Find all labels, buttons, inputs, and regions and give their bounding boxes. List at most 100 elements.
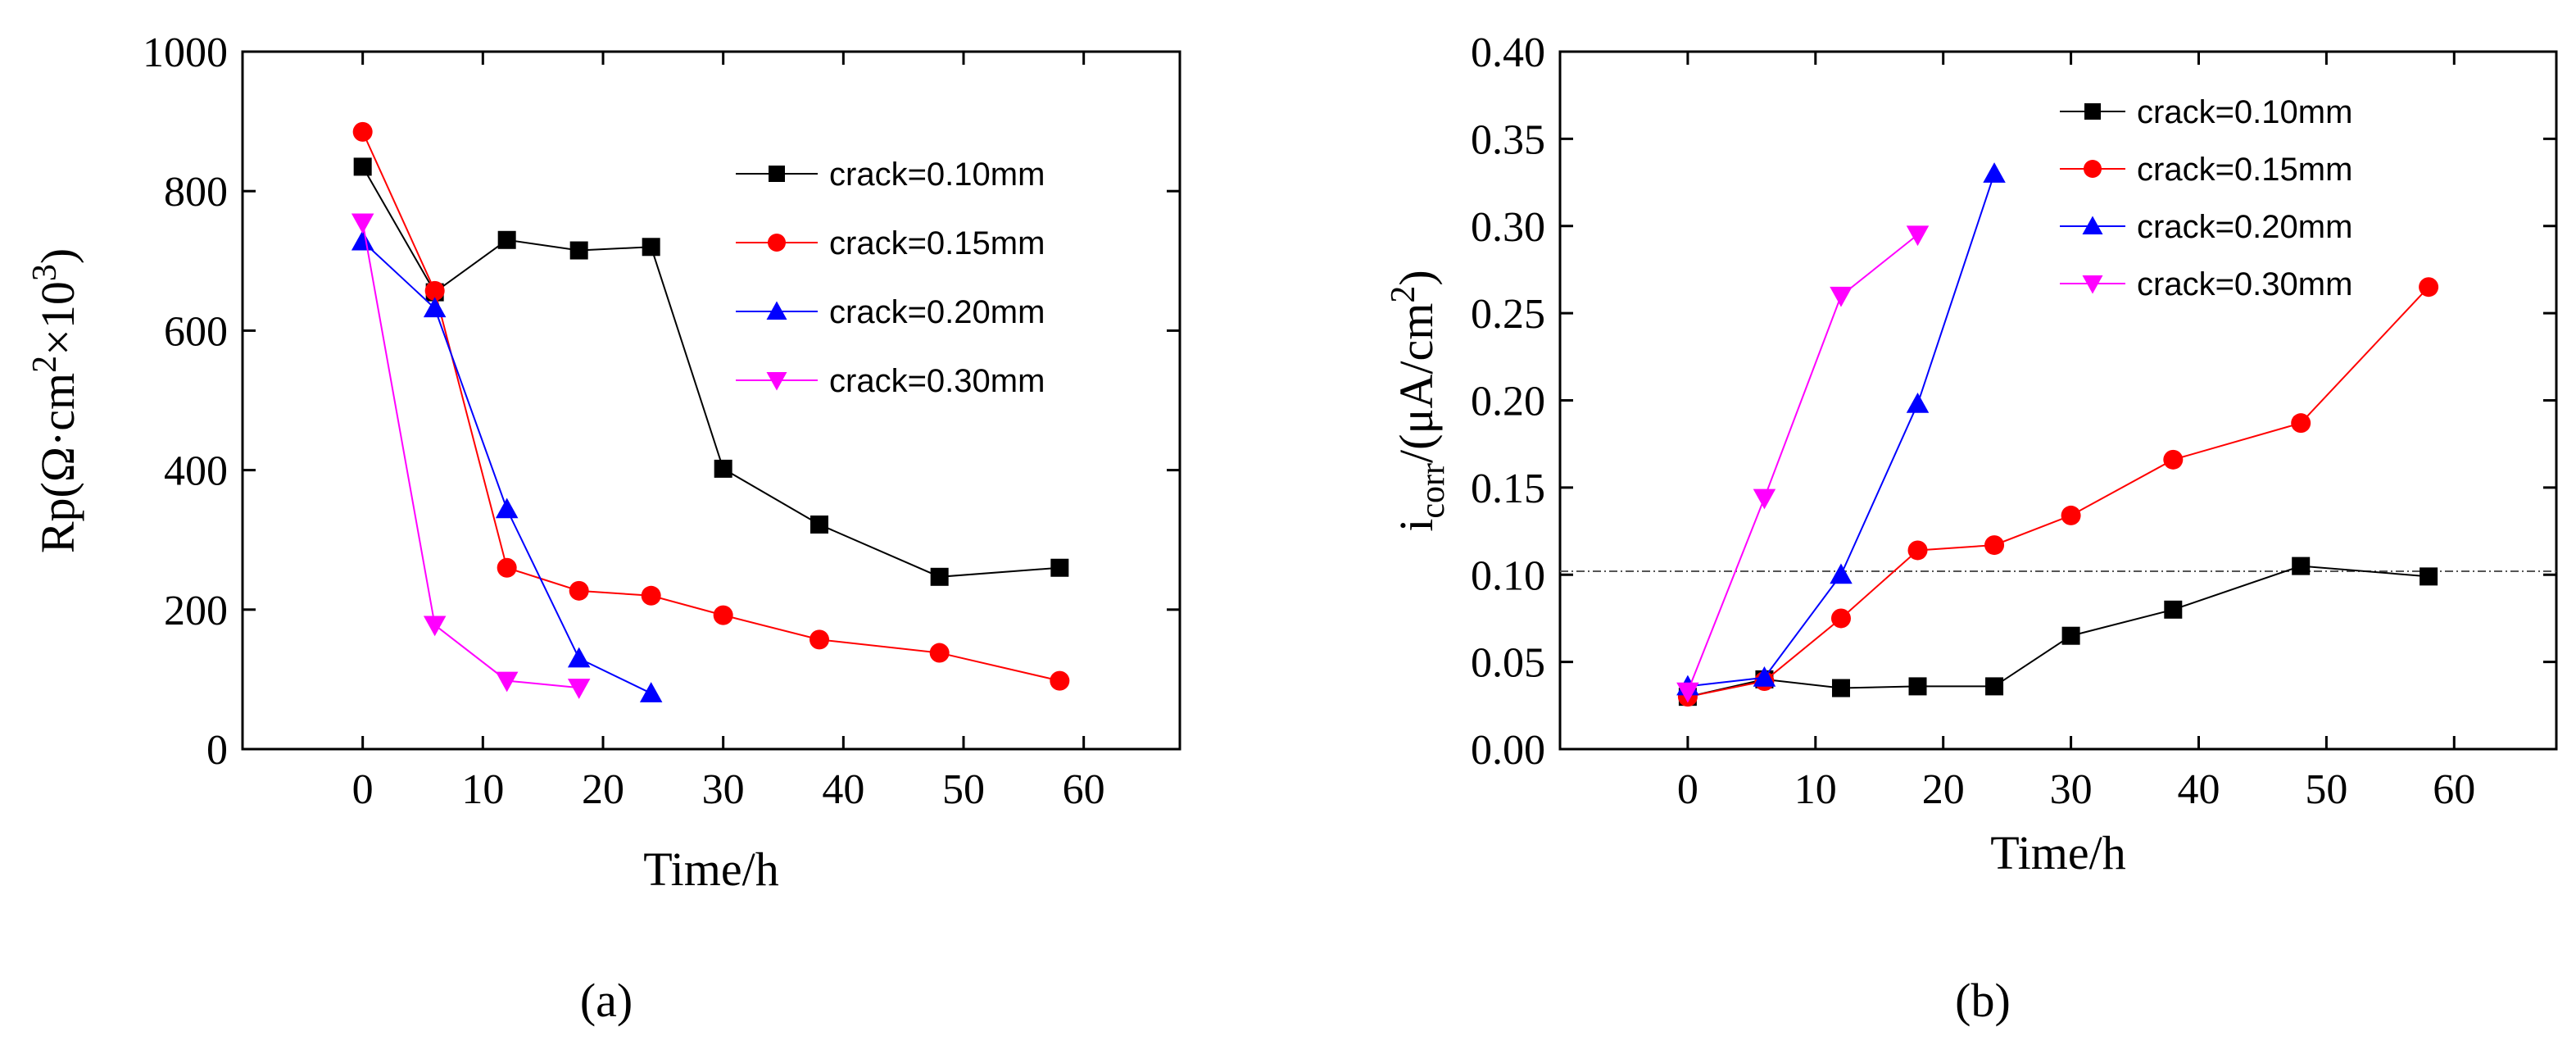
chart-a-legend-label: crack=0.30mm (829, 363, 1045, 399)
chart-a-x-tick-label: 10 (461, 766, 504, 813)
chart-a: 0 10 20 30 40 50 6002004006008001000crack=0.10… (26, 30, 1181, 1027)
chart-a-series-3-point (423, 616, 447, 637)
chart-b-series-1-point (2163, 449, 2184, 470)
chart-b-series-3-point (1753, 488, 1776, 510)
chart-b-series-3-point (1676, 682, 1699, 703)
chart-b-series-2-point (1906, 393, 1930, 413)
chart-a-y-tick-label: 400 (164, 448, 228, 495)
chart-b-series-3-line (1686, 234, 1919, 693)
chart-b-x-tick-label: 60 (2433, 766, 2475, 813)
chart-b-y-tick-label: 0.15 (1471, 466, 1545, 512)
chart-b-legend-item-2: crack=0.20mm (2060, 209, 2352, 245)
chart-a-legend-item-0: crack=0.10mm (736, 157, 1045, 193)
chart-a-series-2-point (351, 229, 374, 251)
chart-a-series-1-point (810, 629, 829, 650)
chart-b-series-1 (1677, 277, 2439, 707)
chart-b-legend-marker (2084, 103, 2101, 120)
chart-b-series-1-line (1687, 286, 2429, 698)
chart-a-y-axis-title: Rp(Ω·cm2×103) (26, 248, 84, 553)
chart-b-legend-item-3: crack=0.30mm (2060, 266, 2352, 302)
chart-a-x-tick-label: 60 (1063, 766, 1105, 813)
chart-a-x-tick-label: 0 (352, 766, 374, 813)
chart-a-series-0-point (930, 567, 949, 586)
chart-b-y-tick-label: 0.35 (1471, 116, 1545, 163)
chart-a-plot-frame (241, 50, 1181, 751)
chart-a-y-tick-label: 0 (206, 727, 228, 774)
chart-a-legend-marker (769, 166, 785, 182)
chart-a-x-axis-title: Time/h (643, 843, 778, 896)
chart-a-series-1-point (497, 557, 517, 578)
chart-a-series-2-point (567, 647, 591, 668)
chart-b-series-1-point (1907, 540, 1928, 561)
chart-b-series-0-point (1985, 677, 2004, 696)
chart-b-caption: (b) (1955, 974, 2011, 1027)
chart-b-y-axis-title: icorr/(μA/cm2) (1385, 270, 1452, 531)
chart-a-series-2-point (639, 682, 663, 702)
chart-a-caption: (a) (580, 974, 633, 1027)
chart-b-series-2-point (1983, 162, 2006, 183)
chart-a-series-3-point (567, 679, 591, 699)
chart-a-series-0-point (497, 230, 516, 249)
chart-b-series-3-point (1830, 286, 1853, 307)
chart-a-series-3 (351, 213, 591, 699)
chart-a-y-tick-label: 600 (164, 308, 228, 355)
chart-b-legend-marker (2082, 216, 2103, 234)
chart-a-series-2-point (423, 297, 447, 318)
chart-a-series-3-line (361, 222, 579, 689)
chart-b-x-tick-label: 30 (2050, 766, 2093, 813)
chart-b-y-tick-label: 0.25 (1471, 291, 1545, 338)
chart-b-x-tick-label: 10 (1794, 766, 1837, 813)
chart-a-series-3-point (495, 671, 519, 693)
chart-a-series-2 (351, 229, 663, 702)
chart-b-legend-label: crack=0.30mm (2137, 266, 2352, 302)
chart-b-x-tick-label: 40 (2177, 766, 2220, 813)
chart-b-x-tick-label: 50 (2305, 766, 2347, 813)
chart-a-x-tick-label: 20 (582, 766, 624, 813)
chart-a-y-tick-label: 200 (164, 588, 228, 634)
chart-a-series-0-point (642, 238, 660, 257)
chart-a-series-0-point (714, 459, 732, 478)
chart-b-series-1-point (1830, 608, 1851, 629)
chart-a-series-0-point (810, 515, 828, 534)
chart-b-x-tick-label: 20 (1922, 766, 1965, 813)
chart-b-series-0-point (1831, 679, 1850, 697)
chart-a-legend-item-2: crack=0.20mm (736, 294, 1045, 330)
chart-a-series-1-point (641, 585, 661, 606)
chart-a-series-1-point (352, 121, 373, 142)
chart-b-series-2-point (1753, 666, 1776, 687)
chart-a-legend-marker (768, 234, 786, 252)
chart-a-x-tick-label: 50 (942, 766, 985, 813)
chart-b-series-3-point (1906, 225, 1930, 247)
chart-b-series-1-point (2419, 277, 2439, 298)
chart-b-y-tick-label: 0.05 (1471, 640, 1545, 687)
chart-b-y-tick-label: 0.40 (1471, 30, 1545, 76)
chart-b-series-0-point (2164, 600, 2183, 619)
chart-b-legend-marker (2084, 160, 2102, 178)
chart-a-series-1-point (929, 643, 950, 663)
chart-a-x-tick-label: 40 (822, 766, 864, 813)
chart-b-legend-item-1: crack=0.15mm (2060, 152, 2352, 188)
chart-b-x-axis-title: Time/h (1990, 826, 2125, 879)
chart-b-y-tick-label: 0.10 (1471, 552, 1545, 599)
chart-b-series-1-point (2291, 413, 2311, 434)
chart-a-series-1-point (1050, 670, 1070, 691)
chart-a-legend-marker (766, 301, 787, 320)
chart-b-legend-label: crack=0.15mm (2137, 152, 2352, 188)
chart-a-y-tick-label: 1000 (143, 30, 228, 76)
chart-b-x-tick-label: 0 (1677, 766, 1698, 813)
chart-a-series-0-point (1050, 558, 1069, 577)
chart-a-series-1-line (361, 131, 1060, 682)
chart-b-series-1-point (2061, 505, 2081, 525)
chart-a-series-1 (352, 121, 1070, 691)
chart-b-series-0-point (2061, 626, 2080, 645)
chart-a-series-2-point (495, 497, 519, 519)
chart-a-series-0-point (569, 241, 588, 260)
chart-b-series-0 (1678, 557, 2438, 706)
chart-a-legend-item-3: crack=0.30mm (736, 363, 1045, 399)
chart-b-series-0-point (1908, 677, 1927, 696)
chart-b-y-tick-label: 0.20 (1471, 379, 1545, 425)
chart-a-legend-label: crack=0.10mm (829, 157, 1045, 193)
chart-b-series-0-point (2292, 557, 2311, 575)
chart-a-series-3-point (351, 213, 374, 234)
chart-a-legend-item-1: crack=0.15mm (736, 225, 1045, 261)
